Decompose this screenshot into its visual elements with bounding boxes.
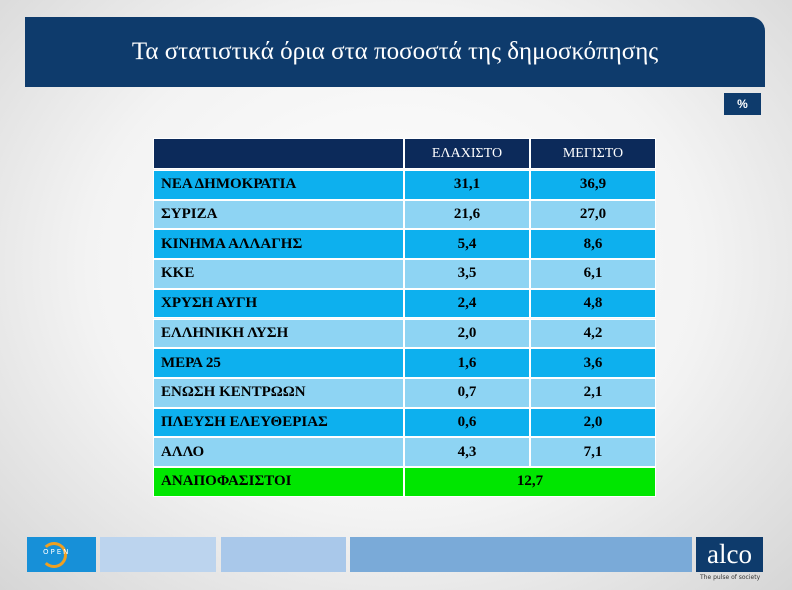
row-label: ΕΛΛΗΝΙΚΗ ΛΥΣΗ — [153, 318, 404, 349]
title-bar: Τα στατιστικά όρια στα ποσοστά της δημοσ… — [25, 17, 765, 87]
value-cell: 2,1 — [530, 377, 656, 408]
value-cell: 3,5 — [404, 259, 530, 289]
logo-ring — [41, 542, 67, 568]
value-cell: 36,9 — [530, 170, 656, 200]
value-cell: 0,7 — [404, 377, 530, 408]
total-label: ΑΝΑΠΟΦΑΣΙΣΤΟΙ — [153, 467, 404, 497]
row-label: ΑΛΛΟ — [153, 437, 404, 467]
total-value: 12,7 — [404, 467, 656, 497]
logo-text: alco — [707, 539, 752, 569]
open-logo: OPEN — [27, 537, 96, 572]
unit-badge: % — [724, 93, 761, 115]
row-label: ΝΕΑ ΔΗΜΟΚΡΑΤΙΑ — [153, 170, 404, 200]
value-cell: 1,6 — [404, 348, 530, 378]
column-header: ΜΕΓΙΣΤΟ — [530, 138, 656, 169]
row-label: ΚΙΝΗΜΑ ΑΛΛΑΓΗΣ — [153, 229, 404, 260]
tagline: The pulse of society — [700, 574, 761, 581]
value-cell: 2,0 — [404, 318, 530, 349]
value-cell: 3,6 — [530, 348, 656, 378]
value-cell: 2,4 — [404, 288, 530, 319]
value-cell: 4,2 — [530, 318, 656, 349]
alco-logo: alco — [696, 537, 763, 572]
value-cell: 5,4 — [404, 229, 530, 260]
header-cell — [153, 138, 404, 169]
footer-band — [350, 537, 692, 572]
value-cell: 31,1 — [404, 170, 530, 200]
logo-text: OPEN — [43, 548, 71, 556]
value-cell: 27,0 — [530, 199, 656, 230]
row-label: ΜΕΡΑ 25 — [153, 348, 404, 378]
value-cell: 21,6 — [404, 199, 530, 230]
title: Τα στατιστικά όρια στα ποσοστά της δημοσ… — [131, 38, 659, 65]
row-label: ΣΥΡΙΖΑ — [153, 199, 404, 230]
value-cell: 4,3 — [404, 437, 530, 467]
value-cell: 7,1 — [530, 437, 656, 467]
footer-band — [100, 537, 216, 572]
value-cell: 0,6 — [404, 407, 530, 438]
value-cell: 6,1 — [530, 259, 656, 289]
row-label: ΚΚΕ — [153, 259, 404, 289]
footer-band — [221, 537, 346, 572]
value-cell: 8,6 — [530, 229, 656, 260]
row-label: ΠΛΕΥΣΗ ΕΛΕΥΘΕΡΙΑΣ — [153, 407, 404, 438]
row-label: ΕΝΩΣΗ ΚΕΝΤΡΩΩΝ — [153, 377, 404, 408]
value-cell: 4,8 — [530, 288, 656, 319]
column-header: ΕΛΑΧΙΣΤΟ — [404, 138, 530, 169]
value-cell: 2,0 — [530, 407, 656, 438]
row-label: ΧΡΥΣΗ ΑΥΓΗ — [153, 288, 404, 319]
